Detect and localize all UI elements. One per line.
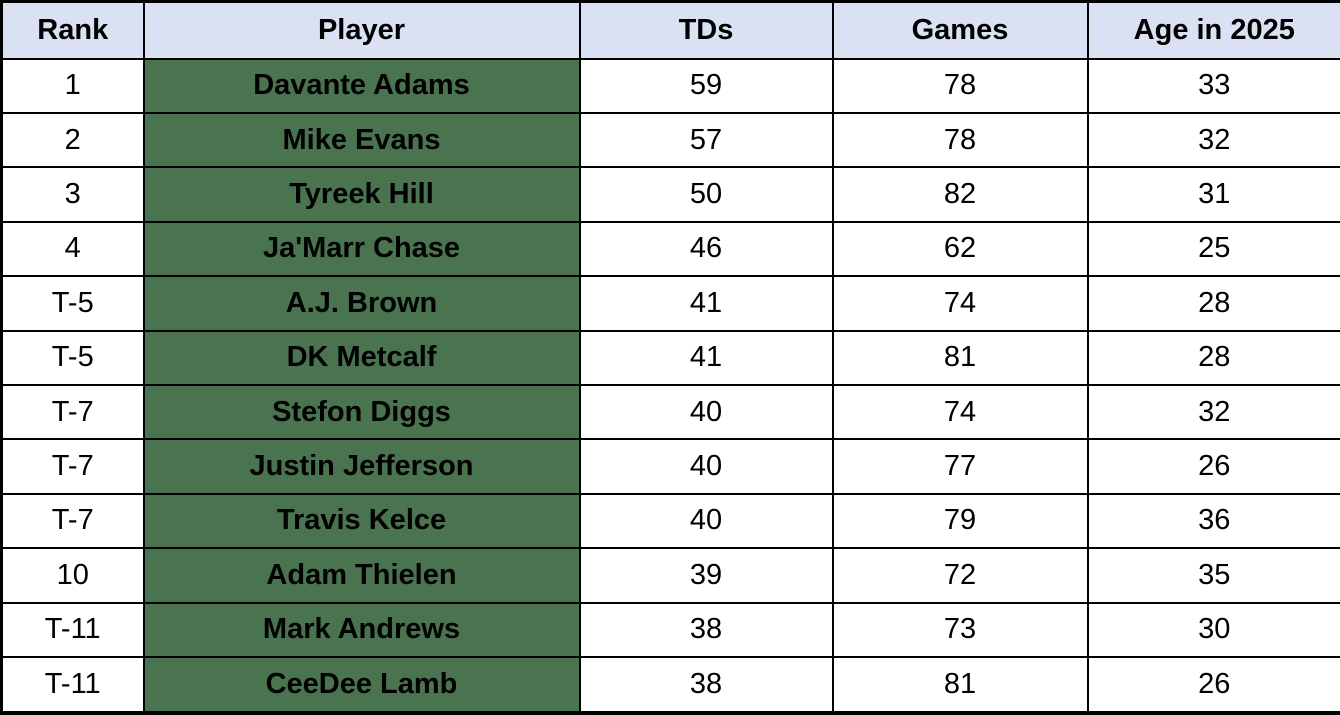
tds-cell: 41 [578, 329, 834, 386]
rank-cell: 10 [0, 547, 145, 604]
tds-cell: 40 [578, 492, 834, 550]
tds-cell: 41 [578, 275, 834, 332]
player-cell: Ja'Marr Chase [142, 220, 581, 278]
age-cell: 32 [1086, 383, 1340, 441]
rank-cell: T-5 [0, 275, 145, 332]
rank-cell: 2 [0, 111, 145, 169]
player-cell: DK Metcalf [142, 329, 581, 386]
rank-cell: 4 [0, 220, 145, 278]
player-cell: Mark Andrews [142, 601, 581, 658]
header-games: Games [831, 0, 1089, 60]
header-row: Rank Player TDs Games Age in 2025 [0, 0, 1340, 60]
games-cell: 79 [831, 492, 1089, 550]
player-cell: CeeDee Lamb [142, 655, 581, 715]
rank-cell: T-7 [0, 383, 145, 441]
rank-cell: T-11 [0, 655, 145, 715]
table-row: 3 Tyreek Hill 50 82 31 [0, 166, 1340, 223]
header-player: Player [142, 0, 581, 60]
tds-cell: 38 [578, 601, 834, 658]
rank-cell: T-5 [0, 329, 145, 386]
age-cell: 31 [1086, 166, 1340, 223]
table-row: T-7 Travis Kelce 40 79 36 [0, 492, 1340, 550]
games-cell: 74 [831, 383, 1089, 441]
tds-cell: 40 [578, 438, 834, 495]
table-row: 2 Mike Evans 57 78 32 [0, 111, 1340, 169]
rank-cell: T-7 [0, 438, 145, 495]
rank-cell: T-11 [0, 601, 145, 658]
player-cell: Travis Kelce [142, 492, 581, 550]
age-cell: 26 [1086, 438, 1340, 495]
tds-cell: 40 [578, 383, 834, 441]
table-row: 1 Davante Adams 59 78 33 [0, 57, 1340, 114]
player-cell: Justin Jefferson [142, 438, 581, 495]
player-cell: Tyreek Hill [142, 166, 581, 223]
table-row: T-5 A.J. Brown 41 74 28 [0, 275, 1340, 332]
rank-cell: 3 [0, 166, 145, 223]
table-header: Rank Player TDs Games Age in 2025 [0, 0, 1340, 60]
player-cell: Adam Thielen [142, 547, 581, 604]
age-cell: 28 [1086, 329, 1340, 386]
rank-cell: 1 [0, 57, 145, 114]
age-cell: 26 [1086, 655, 1340, 715]
tds-cell: 38 [578, 655, 834, 715]
age-cell: 28 [1086, 275, 1340, 332]
games-cell: 81 [831, 655, 1089, 715]
rank-cell: T-7 [0, 492, 145, 550]
games-cell: 74 [831, 275, 1089, 332]
player-cell: A.J. Brown [142, 275, 581, 332]
player-cell: Mike Evans [142, 111, 581, 169]
age-cell: 25 [1086, 220, 1340, 278]
age-cell: 36 [1086, 492, 1340, 550]
age-cell: 32 [1086, 111, 1340, 169]
table-row: T-7 Stefon Diggs 40 74 32 [0, 383, 1340, 441]
tds-cell: 50 [578, 166, 834, 223]
games-cell: 78 [831, 111, 1089, 169]
table-row: 4 Ja'Marr Chase 46 62 25 [0, 220, 1340, 278]
table-row: T-11 CeeDee Lamb 38 81 26 [0, 655, 1340, 715]
games-cell: 72 [831, 547, 1089, 604]
tds-cell: 39 [578, 547, 834, 604]
table-row: T-7 Justin Jefferson 40 77 26 [0, 438, 1340, 495]
tds-cell: 59 [578, 57, 834, 114]
age-cell: 35 [1086, 547, 1340, 604]
header-age: Age in 2025 [1086, 0, 1340, 60]
table-row: 10 Adam Thielen 39 72 35 [0, 547, 1340, 604]
player-cell: Davante Adams [142, 57, 581, 114]
tds-cell: 46 [578, 220, 834, 278]
player-cell: Stefon Diggs [142, 383, 581, 441]
header-tds: TDs [578, 0, 834, 60]
age-cell: 33 [1086, 57, 1340, 114]
games-cell: 62 [831, 220, 1089, 278]
table-row: T-5 DK Metcalf 41 81 28 [0, 329, 1340, 386]
games-cell: 82 [831, 166, 1089, 223]
tds-cell: 57 [578, 111, 834, 169]
table-row: T-11 Mark Andrews 38 73 30 [0, 601, 1340, 658]
age-cell: 30 [1086, 601, 1340, 658]
table-body: 1 Davante Adams 59 78 33 2 Mike Evans 57 78 32 3 Ty… [0, 57, 1340, 715]
games-cell: 78 [831, 57, 1089, 114]
header-rank: Rank [0, 0, 145, 60]
games-cell: 73 [831, 601, 1089, 658]
games-cell: 77 [831, 438, 1089, 495]
games-cell: 81 [831, 329, 1089, 386]
